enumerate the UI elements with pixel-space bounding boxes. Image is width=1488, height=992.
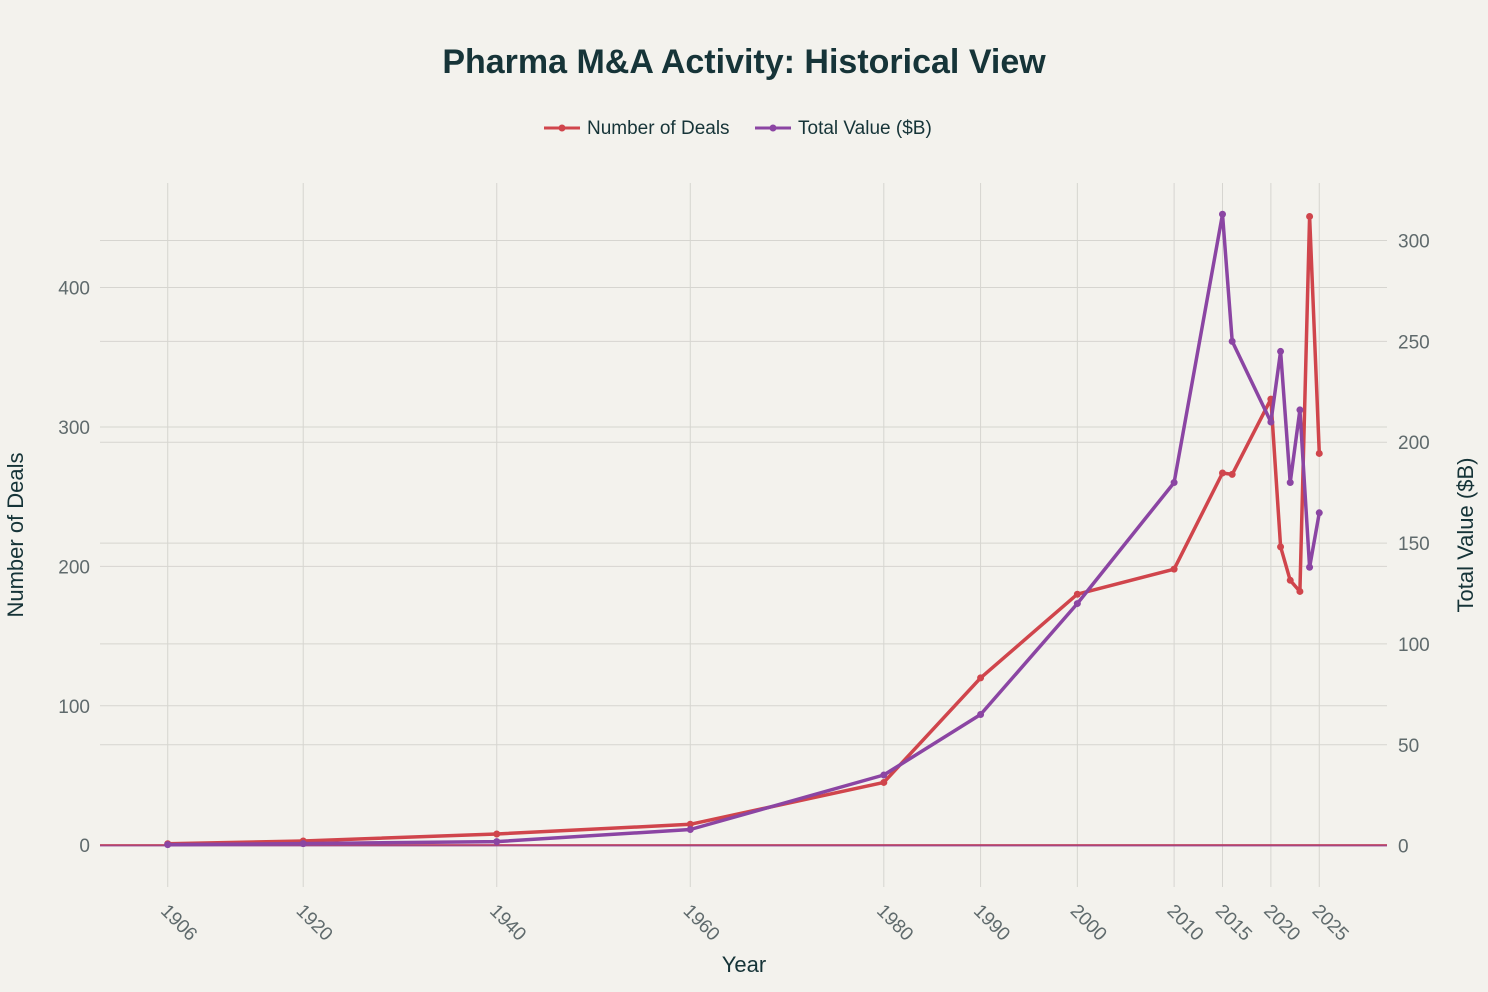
data-point[interactable] — [1170, 479, 1178, 487]
data-point[interactable] — [1277, 543, 1285, 551]
legend-label-deals: Number of Deals — [587, 118, 730, 139]
y-tick-label: 0 — [79, 836, 90, 857]
data-point[interactable] — [1228, 470, 1236, 478]
data-point[interactable] — [1286, 479, 1294, 487]
data-point[interactable] — [977, 711, 985, 719]
x-tick-label: 1920 — [292, 901, 337, 946]
x-tick-label: 2025 — [1308, 901, 1353, 946]
data-point[interactable] — [1296, 587, 1304, 595]
x-tick-label: 1980 — [872, 901, 917, 946]
data-point[interactable] — [1306, 212, 1314, 220]
legend-label-value: Total Value ($B) — [798, 118, 932, 139]
data-point[interactable] — [977, 674, 985, 682]
x-tick-label: 2000 — [1066, 901, 1111, 946]
data-point[interactable] — [493, 830, 501, 838]
data-point[interactable] — [880, 778, 888, 786]
x-tick-label: 1906 — [156, 901, 201, 946]
data-point[interactable] — [1073, 590, 1081, 598]
y-tick-label: 400 — [58, 279, 90, 300]
x-tick-label: 1940 — [485, 901, 530, 946]
data-point[interactable] — [1170, 565, 1178, 573]
data-point[interactable] — [1073, 600, 1081, 608]
data-point[interactable] — [1218, 469, 1226, 477]
data-point[interactable] — [1267, 418, 1275, 426]
x-tick-label: 1960 — [679, 901, 724, 946]
y2-tick-label: 100 — [1398, 635, 1430, 656]
y2-tick-label: 300 — [1398, 231, 1430, 252]
data-point[interactable] — [1315, 449, 1323, 457]
data-point[interactable] — [1315, 509, 1323, 517]
axes-layer: 1906 1920 1940 1960 1980 1990 2000 2010 2015 2020… — [58, 231, 1429, 945]
x-tick-label: 2015 — [1211, 901, 1256, 946]
legend: Number of Deals Total Value ($B) — [544, 118, 932, 139]
series-deals — [164, 212, 1323, 848]
legend-item-value[interactable]: Total Value ($B) — [755, 118, 932, 139]
data-point[interactable] — [1296, 406, 1304, 414]
x-tick-label: 1990 — [969, 901, 1014, 946]
y2-tick-label: 250 — [1398, 332, 1430, 353]
data-point[interactable] — [1286, 576, 1294, 584]
data-point[interactable] — [1228, 337, 1236, 345]
data-point[interactable] — [686, 820, 694, 828]
x-tick-label: 2020 — [1259, 901, 1304, 946]
y2-tick-label: 200 — [1398, 433, 1430, 454]
series-line[interactable] — [165, 214, 1322, 846]
series-value — [164, 210, 1323, 849]
data-point[interactable] — [1306, 563, 1314, 571]
y-tick-label: 300 — [58, 418, 90, 439]
data-point[interactable] — [686, 826, 694, 834]
grid-layer — [100, 183, 1387, 887]
data-point[interactable] — [493, 838, 501, 846]
y2-tick-label: 0 — [1398, 837, 1409, 858]
legend-item-deals[interactable]: Number of Deals — [544, 118, 730, 139]
y2-tick-label: 50 — [1398, 736, 1419, 757]
x-tick-label: 2010 — [1163, 901, 1208, 946]
data-point[interactable] — [1218, 210, 1226, 218]
data-point[interactable] — [1277, 347, 1285, 355]
data-point[interactable] — [880, 771, 888, 779]
series-layer — [164, 210, 1323, 849]
chart-title: Pharma M&A Activity: Historical View — [442, 43, 1046, 81]
y-tick-label: 100 — [58, 697, 90, 718]
y2-tick-label: 150 — [1398, 534, 1430, 555]
series-line[interactable] — [165, 212, 1322, 847]
y-axis-title: Number of Deals — [3, 452, 28, 617]
data-point[interactable] — [164, 841, 172, 849]
x-axis-title: Year — [722, 952, 766, 977]
data-point[interactable] — [299, 840, 307, 848]
y-tick-label: 200 — [58, 557, 90, 578]
y2-axis-title: Total Value ($B) — [1453, 458, 1478, 613]
